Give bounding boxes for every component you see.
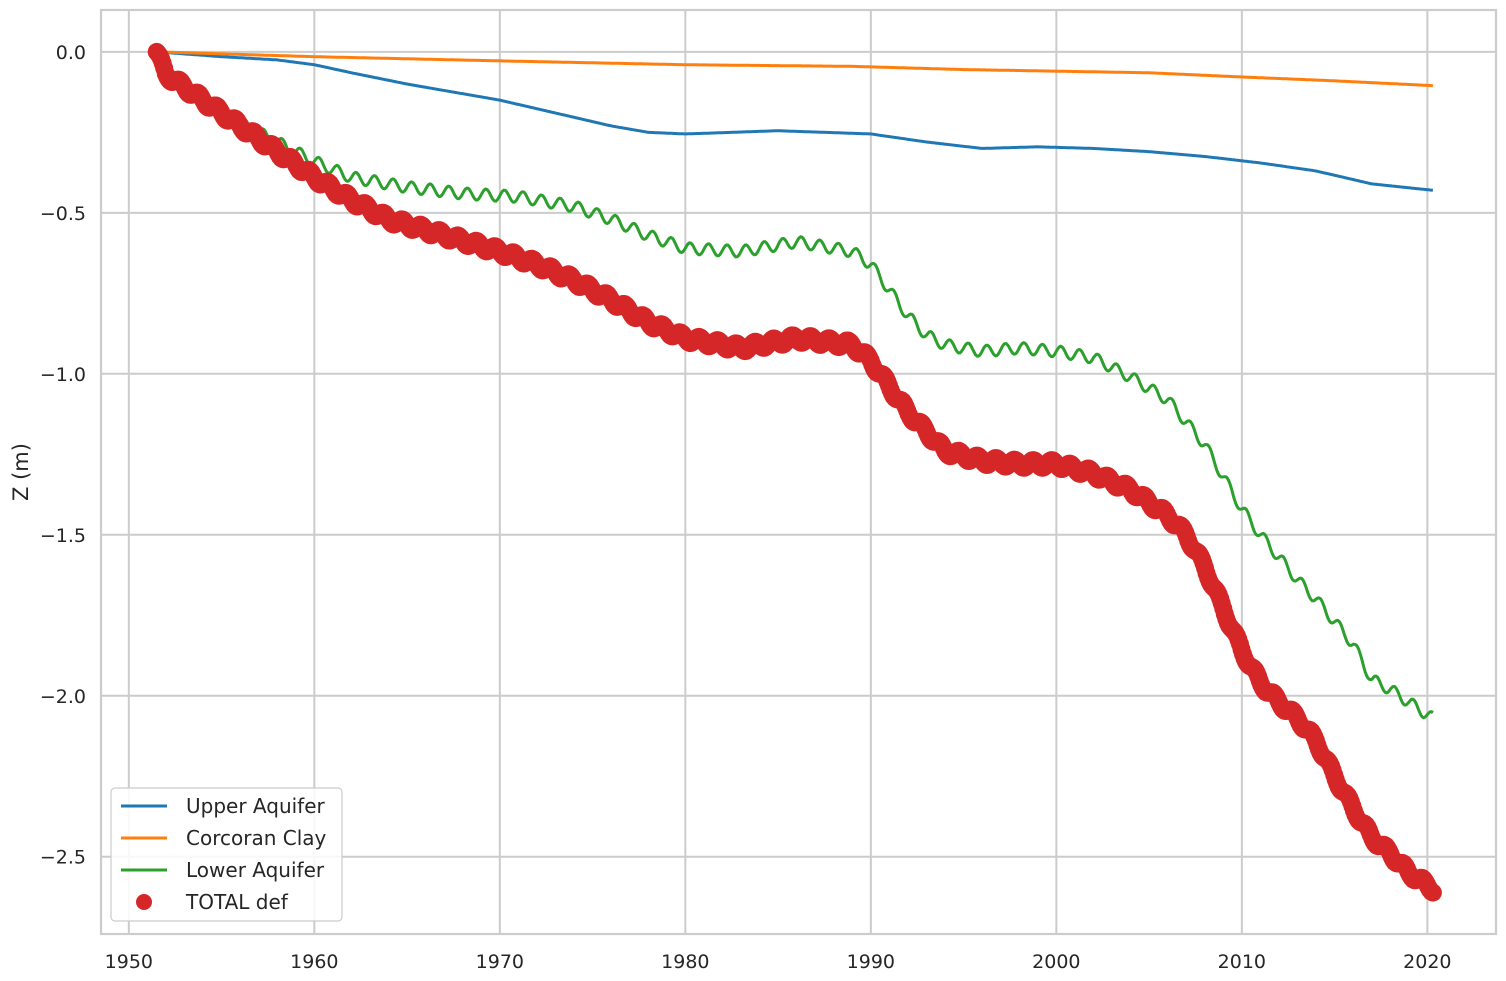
x-tick-label: 2010 — [1218, 951, 1266, 973]
x-tick-label: 1960 — [290, 951, 338, 973]
y-tick-label: −1.5 — [40, 525, 86, 547]
y-tick-label: −2.0 — [40, 686, 86, 708]
legend-label-0: Upper Aquifer — [186, 794, 326, 818]
total-def-point — [1423, 883, 1442, 902]
series-line-0 — [156, 50, 1434, 192]
legend: Upper Aquifer Corcoran Clay Lower Aquifer T… — [110, 787, 343, 922]
series-line-2 — [238, 117, 1434, 720]
series-line-1 — [156, 50, 1434, 88]
x-tick-label: 1980 — [661, 951, 709, 973]
y-tick-label: −1.0 — [40, 364, 86, 386]
legend-label-1: Corcoran Clay — [186, 826, 327, 850]
y-axis-label: Z (m) — [9, 443, 33, 501]
legend-label-2: Lower Aquifer — [186, 858, 325, 882]
legend-label-3: TOTAL def — [185, 890, 289, 914]
x-tick-labels: 1950 1960 1970 1980 1990 2000 2010 2020 — [105, 951, 1452, 973]
x-tick-label: 1950 — [105, 951, 153, 973]
y-tick-label: 0.0 — [56, 42, 86, 64]
grid-lines — [101, 10, 1496, 934]
x-tick-label: 1990 — [847, 951, 895, 973]
series-lines — [156, 50, 1434, 720]
legend-frame — [110, 787, 343, 922]
y-tick-labels: 0.0 −0.5 −1.0 −1.5 −2.0 −2.5 — [40, 42, 86, 869]
y-tick-label: −0.5 — [40, 203, 86, 225]
x-tick-label: 1970 — [476, 951, 524, 973]
total-markers — [147, 42, 1442, 902]
x-tick-label: 2000 — [1032, 951, 1080, 973]
y-tick-label: −2.5 — [40, 847, 86, 869]
x-tick-label: 2020 — [1403, 951, 1451, 973]
plot-frame — [99, 8, 1498, 936]
legend-swatch-3 — [136, 894, 152, 910]
